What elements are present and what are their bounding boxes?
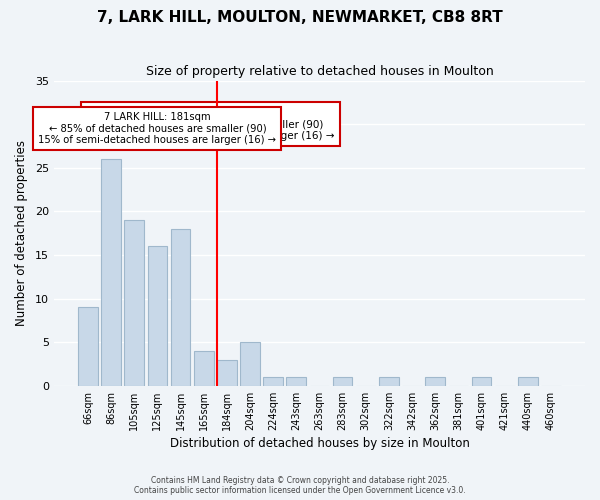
Text: 7 LARK HILL: 181sqm
← 85% of detached houses are smaller (90)
15% of semi-detach: 7 LARK HILL: 181sqm ← 85% of detached ho…: [86, 108, 334, 141]
Bar: [263, 377, 283, 386]
Bar: [170, 229, 190, 386]
Title: Size of property relative to detached houses in Moulton: Size of property relative to detached ho…: [146, 65, 493, 78]
Bar: [148, 246, 167, 386]
Bar: [78, 308, 98, 386]
Text: Contains HM Land Registry data © Crown copyright and database right 2025.
Contai: Contains HM Land Registry data © Crown c…: [134, 476, 466, 495]
Bar: [217, 360, 236, 386]
Bar: [518, 377, 538, 386]
Bar: [101, 159, 121, 386]
Bar: [286, 377, 306, 386]
Bar: [472, 377, 491, 386]
Bar: [124, 220, 144, 386]
Bar: [333, 377, 352, 386]
Y-axis label: Number of detached properties: Number of detached properties: [15, 140, 28, 326]
Text: 7 LARK HILL: 181sqm
← 85% of detached houses are smaller (90)
15% of semi-detach: 7 LARK HILL: 181sqm ← 85% of detached ho…: [38, 112, 277, 145]
Bar: [240, 342, 260, 386]
Bar: [425, 377, 445, 386]
Bar: [379, 377, 399, 386]
Text: 7, LARK HILL, MOULTON, NEWMARKET, CB8 8RT: 7, LARK HILL, MOULTON, NEWMARKET, CB8 8R…: [97, 10, 503, 25]
X-axis label: Distribution of detached houses by size in Moulton: Distribution of detached houses by size …: [170, 437, 469, 450]
Bar: [194, 351, 214, 386]
